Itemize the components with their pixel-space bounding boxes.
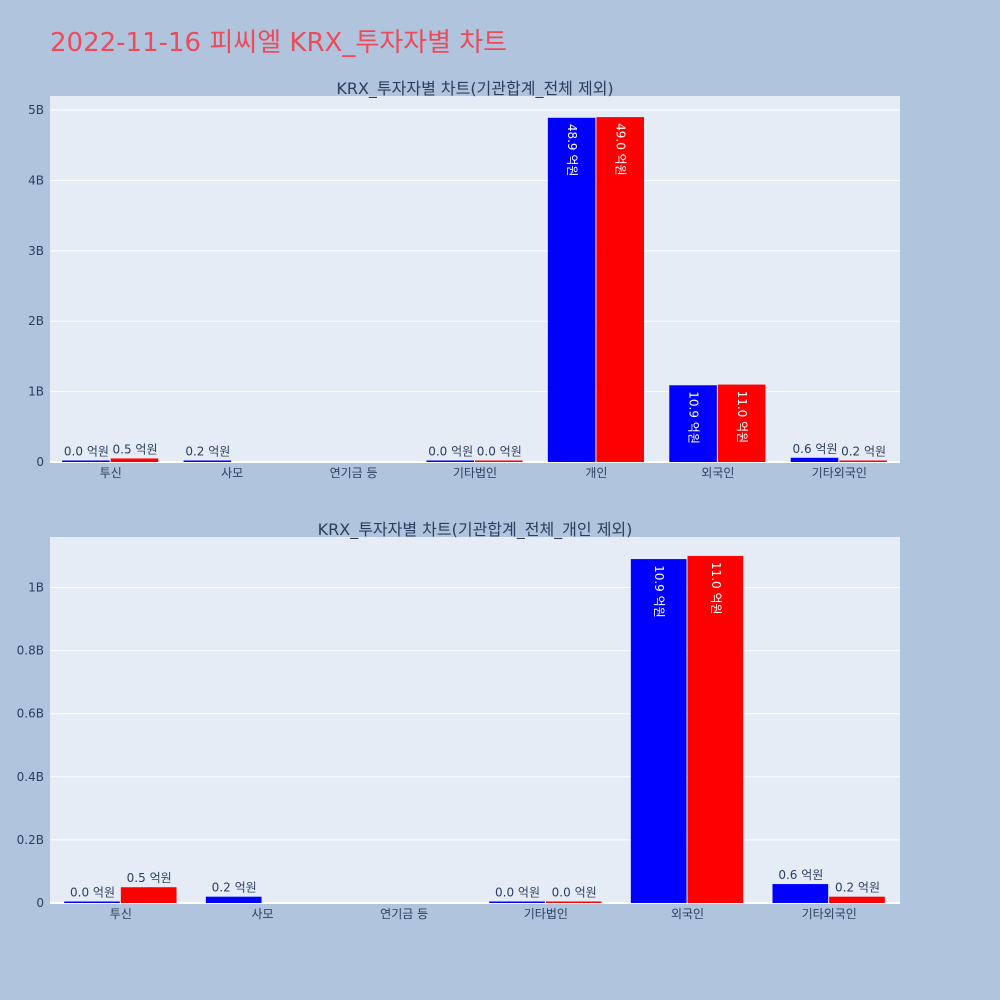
bar [687,555,744,903]
x-tick-label: 투신 [100,466,122,480]
x-tick-label: 기타법인 [453,466,497,480]
bar [596,117,644,462]
bar [183,460,232,462]
x-tick-label: 사모 [251,907,273,921]
x-tick-label: 투신 [110,907,132,921]
bar-data-label: 0.2 억원 [835,881,880,895]
bar [669,385,717,462]
bar-data-label: 10.9 억원 [687,391,701,444]
bar [772,884,829,903]
bar [120,887,177,903]
x-tick-label: 기타외국인 [812,466,867,480]
bar-data-label: 0.0 억원 [428,445,473,459]
bar-data-label: 0.0 억원 [552,886,597,900]
bar-data-label: 49.0 억원 [614,123,628,176]
bar-data-label: 0.0 억원 [70,886,115,900]
bar-data-label: 0.5 억원 [113,442,158,456]
y-tick-label: 1B [28,385,44,399]
y-tick-label: 4B [28,173,44,187]
bar-data-label: 0.5 억원 [127,871,172,885]
bar-data-label: 0.0 억원 [495,886,540,900]
bar [839,460,887,462]
bar [717,384,766,462]
bar-data-label: 48.9 억원 [565,124,579,177]
chart-title: KRX_투자자별 차트(기관합계_전체_개인 제외) [318,520,633,540]
x-tick-label: 외국인 [671,907,704,921]
y-tick-label: 2B [28,314,44,328]
bar [547,117,596,463]
bar-data-label: 11.0 억원 [709,562,723,615]
y-tick-label: 5B [28,103,44,117]
bar [489,901,545,903]
x-tick-label: 개인 [585,466,607,480]
bar-chart-all: KRX_투자자별 차트(기관합계_전체 제외) 0 1B 2B 3B 4B 5B 투신 0.0 … [28,79,900,480]
bar [829,896,885,903]
bar-data-label: 0.2 억원 [185,445,230,459]
y-tick-label: 0.2B [17,833,44,847]
y-tick-label: 1B [28,580,44,594]
bar-data-label: 0.2 억원 [841,445,886,459]
bar-data-label: 0.2 억원 [212,881,257,895]
y-tick-label: 0.8B [17,644,44,658]
y-tick-label: 0.6B [17,707,44,721]
bar [64,901,120,903]
page-title: 2022-11-16 피씨엘 KRX_투자자별 차트 [50,28,508,58]
bar [630,559,687,903]
bar-data-label: 0.6 억원 [793,442,838,456]
bar [110,458,159,462]
y-tick-label: 0 [36,896,44,910]
bar [205,896,262,903]
bar [426,460,474,462]
bar-data-label: 0.0 억원 [64,445,109,459]
plot-area [50,537,900,903]
bar [790,457,839,462]
y-tick-label: 3B [28,244,44,258]
x-tick-label: 연기금 등 [380,907,428,921]
bar-data-label: 0.0 억원 [477,445,522,459]
y-tick-label: 0 [36,455,44,469]
bar [62,460,110,462]
bar [475,460,523,462]
x-tick-label: 기타법인 [524,907,568,921]
x-tick-label: 기타외국인 [802,907,857,921]
x-tick-label: 연기금 등 [330,466,378,480]
bar-data-label: 10.9 억원 [652,565,666,618]
chart-title: KRX_투자자별 차트(기관합계_전체 제외) [336,79,613,99]
bar-data-label: 11.0 억원 [735,391,749,444]
y-tick-label: 0.4B [17,770,44,784]
bar-data-label: 0.6 억원 [778,868,823,882]
x-tick-label: 외국인 [701,466,734,480]
bar [545,901,602,903]
x-tick-label: 사모 [221,466,243,480]
